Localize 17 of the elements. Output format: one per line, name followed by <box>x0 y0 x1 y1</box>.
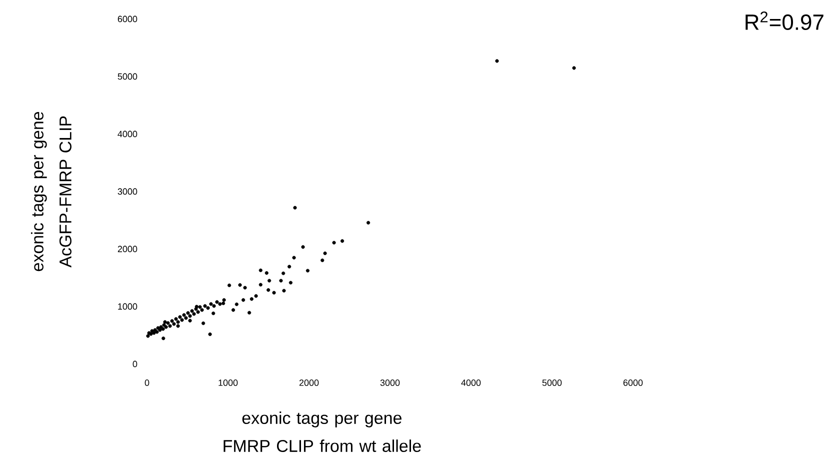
x-tick-label: 2000 <box>299 380 319 386</box>
text: R$^{2}$=0.97 <box>746 12 824 30</box>
y-tick-label: 6000 <box>118 16 138 22</box>
x-tick-label: 0 <box>144 380 150 386</box>
x-tick-label: 3000 <box>380 380 400 386</box>
y-tick-label: 1000 <box>118 303 138 310</box>
y-tick-label: 0 <box>132 360 138 368</box>
y-tick-label: 5000 <box>118 73 138 80</box>
y-tick-label: 4000 <box>118 130 138 138</box>
x-axis-title: exonic tags per gene FMRP CLIP from wt allele <box>224 412 421 452</box>
x-tick-label: 5000 <box>542 380 562 386</box>
x-tick-label: 6000 <box>623 380 643 386</box>
y-axis-title: exonic tags per gene AcGFP-FMRP CLIP <box>30 112 72 272</box>
x-tick-label: 4000 <box>461 380 481 386</box>
y-tick-label: 2000 <box>118 246 138 252</box>
x-tick-label: 1000 <box>218 380 238 386</box>
y-tick-label: 3000 <box>118 188 138 195</box>
